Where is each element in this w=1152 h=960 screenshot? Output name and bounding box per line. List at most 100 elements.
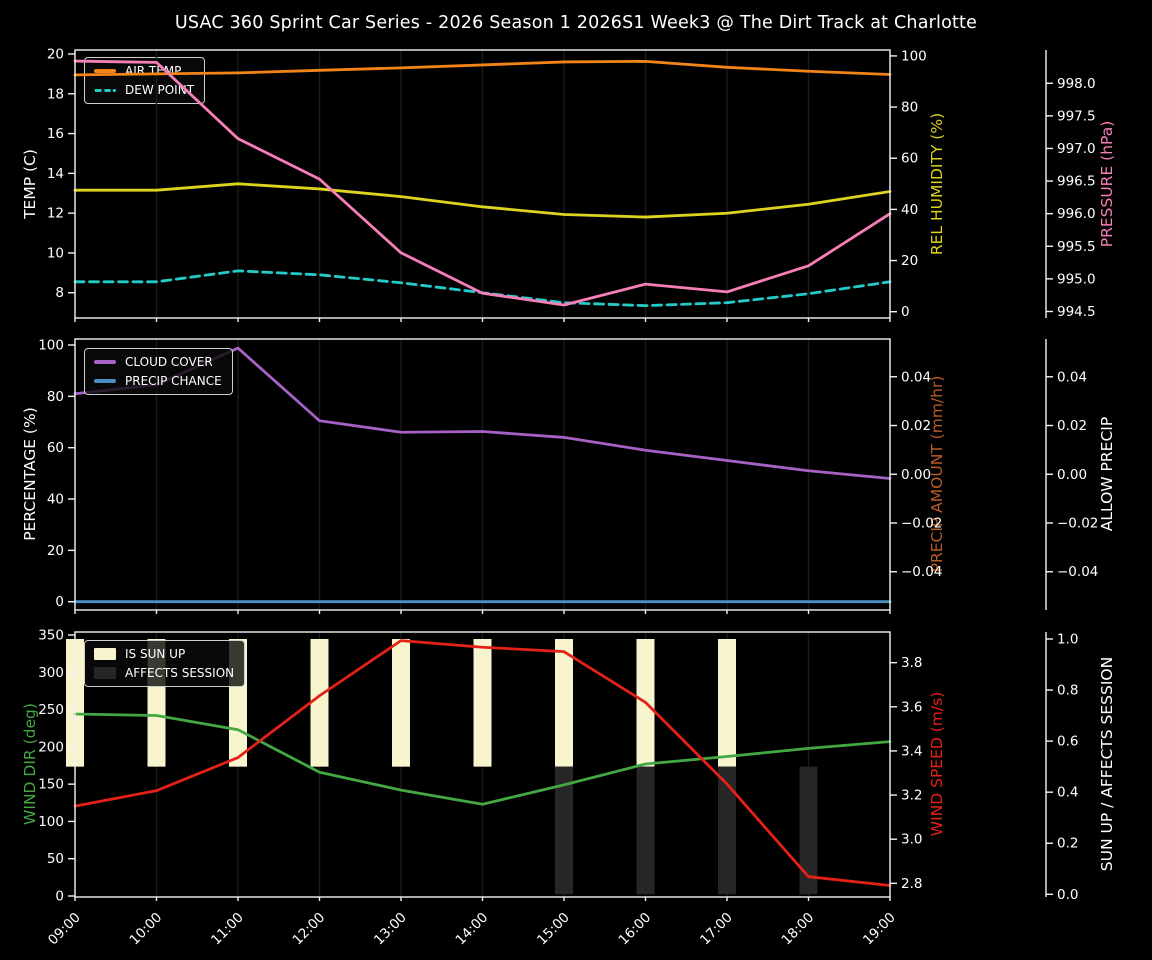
legend-label-dew-point: DEW POINT [125,83,195,97]
axis-label-precip-amount: PRECIP AMOUNT (mm/hr) [928,375,946,573]
tick-label: 0.02 [1057,418,1087,434]
tick-label: 0.00 [901,467,931,483]
tick-label: 994.5 [1057,304,1096,320]
tick-label: 250 [38,702,64,718]
wind-dir-line [73,712,892,806]
tick-label: 0 [55,594,64,610]
affects-session-bar [555,766,573,895]
legend-item-air-temp: AIR TEMP [94,64,194,78]
x-tick-label: 17:00 [697,910,736,949]
tick-label: 0 [901,304,910,320]
tick-label: 995.5 [1057,239,1096,255]
legend-temp-panel: AIR TEMP DEW POINT [84,57,206,104]
tick-label: 3.0 [901,832,922,848]
tick-label: 996.5 [1057,174,1096,190]
legend-item-is-sun-up: IS SUN UP [94,647,234,661]
tick-label: 3.8 [901,655,922,671]
axis-label-allow-precip: ALLOW PRECIP [1098,416,1116,532]
tick-label: 80 [901,100,918,116]
tick-label: 0.8 [1057,683,1078,699]
tick-label: 16 [47,126,64,142]
legend-wind-panel: IS SUN UP AFFECTS SESSION [84,640,246,687]
tick-label: 0.04 [901,369,931,385]
legend-label-affects-session: AFFECTS SESSION [125,666,235,680]
legend-item-cloud-cover: CLOUD COVER [94,355,222,369]
axis-label-rel-humidity: REL HUMIDITY (%) [928,112,946,256]
tick-label: 0.4 [1057,785,1078,801]
tick-label: 300 [38,665,64,681]
legend-item-precip-chance: PRECIP CHANCE [94,374,222,388]
tick-label: 3.6 [901,699,922,715]
x-tick-label: 13:00 [371,910,410,949]
x-tick-label: 09:00 [45,910,84,949]
is-sun-up-bar [66,638,84,767]
dew-point-line [73,269,892,308]
legend-label-precip-chance: PRECIP CHANCE [125,374,222,388]
cloud-cover-swatch [94,360,116,364]
legend-label-cloud-cover: CLOUD COVER [125,355,213,369]
tick-label: 50 [47,851,64,867]
affects-session-bar [636,766,655,895]
is-sun-up-bar [636,638,655,767]
tick-label: 0.6 [1057,734,1078,750]
tick-label: 3.2 [901,788,922,804]
rel-humidity-line [73,182,892,219]
precip-chance-swatch [94,379,116,383]
is-sun-up-bar [310,638,329,767]
tick-label: 80 [47,389,64,405]
tick-label: 3.4 [901,743,922,759]
tick-label: 100 [38,814,64,830]
affects-session-bar [799,766,818,895]
tick-label: 0.0 [1057,887,1078,903]
tick-label: 996.0 [1057,206,1096,222]
tick-label: 100 [38,338,64,354]
tick-label: 10 [47,245,64,261]
air-temp-swatch [94,69,116,73]
x-tick-label: 16:00 [616,910,655,949]
tick-label: 100 [901,48,927,64]
x-tick-label: 14:00 [453,910,492,949]
tick-label: 40 [47,492,64,508]
legend-precip-panel: CLOUD COVER PRECIP CHANCE [84,348,233,395]
axis-label-sun-up-affects: SUN UP / AFFECTS SESSION [1098,656,1116,872]
tick-label: 20 [901,253,918,269]
legend-item-dew-point: DEW POINT [94,83,194,97]
affects-session-swatch [94,667,116,679]
is-sun-up-bar [718,638,736,767]
tick-label: 18 [47,86,64,102]
tick-label: 60 [47,440,64,456]
tick-label: 8 [55,285,64,301]
tick-label: 0.00 [1057,467,1087,483]
page-title: USAC 360 Sprint Car Series - 2026 Season… [174,13,978,33]
tick-label: 0 [55,889,64,905]
tick-label: 995.0 [1057,271,1096,287]
x-tick-label: 19:00 [860,910,899,949]
tick-label: 0.02 [901,418,931,434]
tick-label: 200 [38,739,64,755]
x-tick-label: 10:00 [127,910,166,949]
is-sun-up-bar [473,638,492,767]
tick-label: 350 [38,627,64,643]
legend-label-is-sun-up: IS SUN UP [125,647,186,661]
tick-label: 1.0 [1057,631,1078,647]
axis-label-percentage: PERCENTAGE (%) [21,407,39,541]
tick-label: 2.8 [901,876,922,892]
is-sun-up-bar [392,638,410,767]
tick-label: 998.0 [1057,76,1096,92]
tick-label: 20 [47,543,64,559]
is-sun-up-bar [555,638,573,767]
legend-item-affects-session: AFFECTS SESSION [94,666,234,680]
tick-label: 40 [901,202,918,218]
tick-label: −0.04 [1057,564,1098,580]
tick-label: 12 [47,206,64,222]
tick-label: 20 [47,46,64,62]
dew-point-swatch [94,88,116,92]
legend-label-air-temp: AIR TEMP [125,64,182,78]
tick-label: −0.02 [1057,515,1098,531]
x-tick-label: 11:00 [208,910,247,949]
tick-label: 997.0 [1057,141,1096,157]
axis-label-pressure: PRESSURE (hPa) [1098,120,1116,248]
tick-label: 997.5 [1057,108,1096,124]
